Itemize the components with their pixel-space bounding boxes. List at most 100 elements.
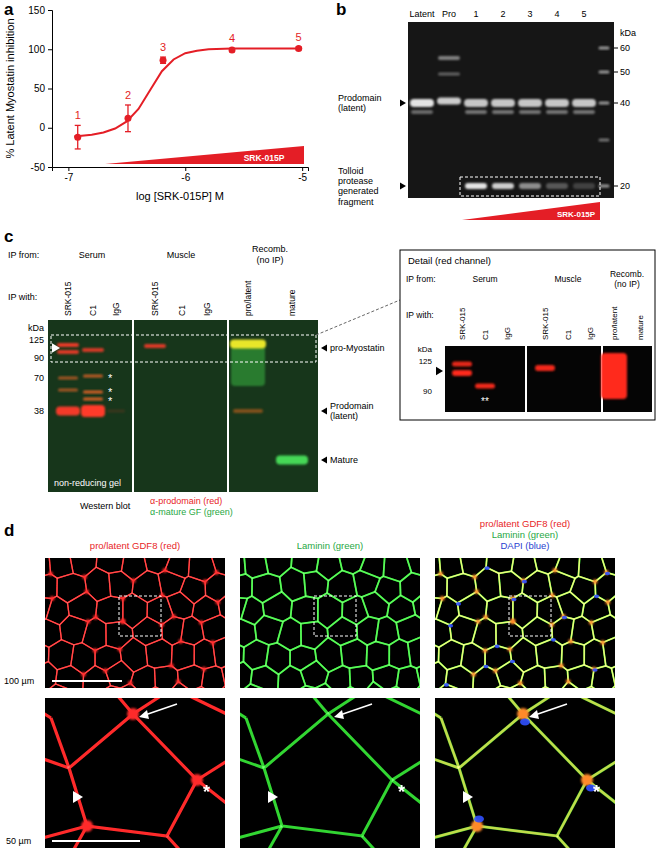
- image-background: [45, 558, 225, 688]
- cell-outline: [520, 665, 545, 688]
- junction-spot: [120, 619, 125, 624]
- cell-outline: [435, 619, 451, 647]
- image-title: Laminin (green): [297, 540, 364, 551]
- detail-frame: [400, 250, 655, 420]
- junction-spot: [440, 596, 445, 601]
- cell-outline: [264, 714, 392, 836]
- micrograph: [240, 558, 420, 688]
- image-background: [45, 698, 225, 848]
- tick-mark: [48, 89, 52, 90]
- cell-outline: [537, 595, 563, 624]
- cell-outline: [49, 558, 73, 578]
- nucleus: [484, 566, 489, 570]
- junction-spot: [127, 708, 139, 720]
- blot-band: [58, 389, 78, 392]
- junction-spot: [549, 622, 554, 627]
- group-label: Recomb.: [252, 244, 288, 254]
- nucleus: [511, 598, 516, 602]
- cell-outline: [435, 574, 447, 599]
- error-line: [125, 104, 131, 105]
- cell-outline: [441, 718, 459, 768]
- kda-label: 90: [423, 387, 432, 396]
- cell-outline: [197, 780, 225, 810]
- kda-tick: [614, 72, 618, 73]
- tick-mark: [48, 10, 52, 11]
- label: Prodomain(latent): [338, 93, 382, 113]
- lane-label: Pro: [442, 9, 456, 19]
- cell-outline: [563, 698, 615, 718]
- cell-outline: [544, 666, 568, 688]
- nucleus: [448, 624, 453, 628]
- cell-outline: [154, 666, 178, 688]
- cell-outline: [557, 836, 577, 848]
- tick-label: -50: [31, 162, 46, 173]
- asterisk: **: [481, 396, 489, 407]
- blot-band: [492, 183, 514, 189]
- nucleus: [456, 602, 461, 606]
- plot-area: [74, 45, 302, 149]
- panel-label: a: [4, 0, 14, 19]
- cell-outline: [147, 595, 173, 624]
- dashed-box: [314, 596, 356, 636]
- cell-outline: [496, 621, 523, 649]
- cell-outline: [266, 643, 290, 675]
- junction-spot: [559, 663, 564, 668]
- error-line: [75, 148, 81, 149]
- tick-label: 100: [28, 44, 45, 55]
- kda-label: 70: [34, 373, 44, 383]
- band-label: Prodomain(latent): [330, 401, 374, 421]
- cell-outline: [445, 666, 473, 688]
- cell-outline: [189, 686, 215, 688]
- header: IP with:: [406, 310, 434, 320]
- cell-outline: [213, 686, 225, 688]
- cell-outline: [51, 718, 69, 768]
- arrowhead: [400, 182, 406, 189]
- cell-outline: [105, 661, 133, 688]
- cell-outline: [98, 686, 120, 688]
- nucleus: [522, 580, 527, 584]
- lane-separator: [132, 320, 134, 492]
- blot-band: [599, 139, 610, 142]
- lane-label: SRK-015: [150, 281, 160, 316]
- dashed-box: [509, 596, 551, 636]
- blot-band: [518, 99, 542, 107]
- label-line: Prodomain: [330, 401, 374, 411]
- blot-band: [599, 71, 610, 74]
- blot-band: [452, 370, 472, 376]
- point-label: 5: [296, 31, 302, 43]
- cell-outline: [121, 558, 147, 581]
- blot-band: [230, 340, 266, 349]
- image-background: [435, 558, 615, 688]
- cell-outline: [563, 698, 615, 718]
- cell-outline: [601, 558, 615, 575]
- dose-ramp: [462, 202, 600, 220]
- lane-label: C1: [177, 305, 187, 316]
- cell-outline: [45, 574, 57, 599]
- blot-band: [410, 99, 434, 107]
- nucleus: [592, 668, 597, 672]
- cell-outline: [536, 639, 563, 668]
- junction-spot: [81, 820, 93, 832]
- panel-label: c: [4, 227, 13, 246]
- tick-mark: [48, 49, 52, 50]
- cell-outline: [510, 683, 537, 688]
- junction-spot: [171, 614, 176, 619]
- junction-spot: [103, 668, 108, 673]
- blot-band: [233, 409, 263, 413]
- junction-spot: [593, 579, 598, 584]
- cell-outline: [211, 558, 225, 575]
- blot-band: [491, 99, 515, 107]
- tick: -5: [298, 167, 307, 183]
- cell-outline: [301, 621, 328, 649]
- detail: Detail (red channel)IP from:IP with:Seru…: [400, 250, 655, 420]
- cell-outline: [601, 558, 615, 575]
- junction-spot: [48, 571, 53, 576]
- blot-band: [546, 110, 568, 114]
- junction-spot: [117, 647, 122, 652]
- junction-spot: [215, 600, 220, 605]
- cell-outline: [221, 661, 225, 688]
- lane-label: IgG: [586, 327, 595, 340]
- blot-band: [144, 344, 166, 348]
- cell-outline: [557, 836, 577, 848]
- tick: 100: [28, 44, 52, 55]
